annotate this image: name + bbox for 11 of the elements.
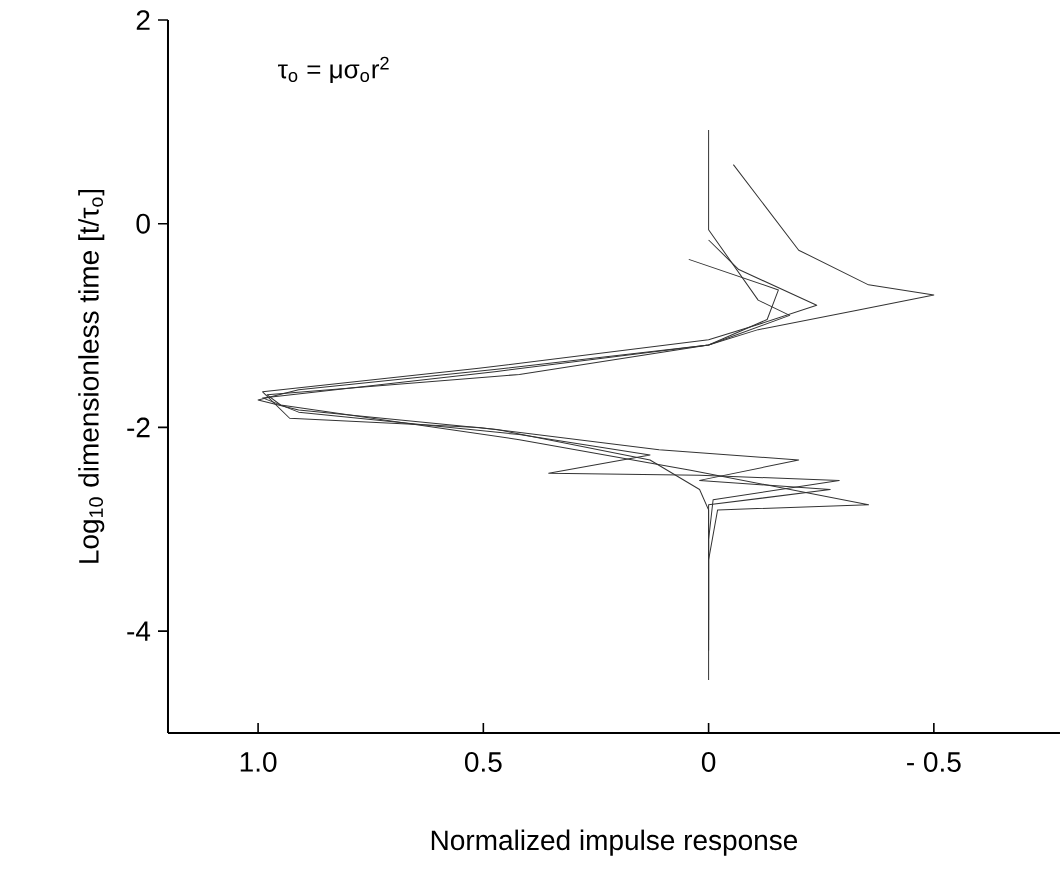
- x-tick-label: - 0.5: [907, 752, 961, 772]
- y-tick-label: -4: [127, 621, 151, 641]
- x-axis-title: Normalized impulse response: [431, 829, 798, 856]
- y-tick-label: 0: [136, 213, 150, 234]
- y-tick-label: 2: [136, 10, 150, 30]
- annotation: τ$_{o}$ = μσ$_{o}$r$^{2}$: [278, 56, 389, 84]
- y-tick-label: -2: [127, 417, 150, 438]
- y-axis-title: Log$_{10}$ dimensionless time [t/τ$_{o}$]: [78, 189, 105, 563]
- x-tick-label: 0.5: [464, 752, 502, 772]
- x-tick-label: 1.0: [240, 752, 277, 772]
- x-tick-label: 0: [701, 752, 716, 772]
